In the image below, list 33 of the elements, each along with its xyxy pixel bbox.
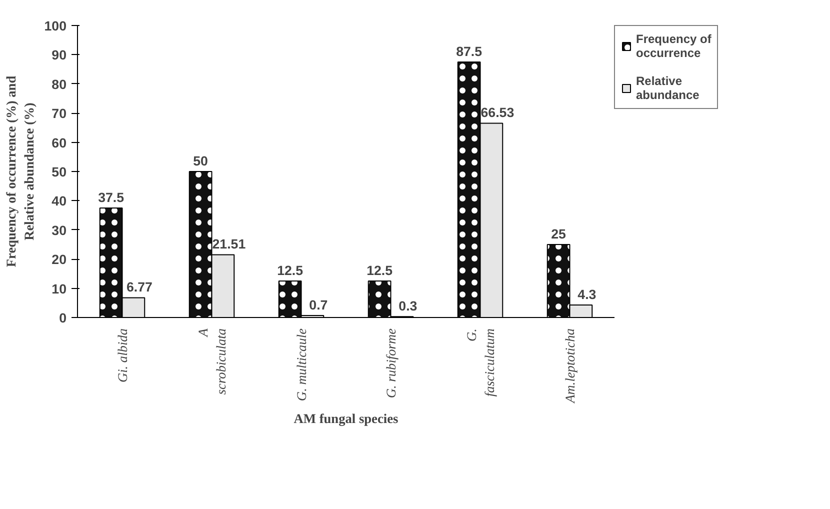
y-axis-title: Frequency of occurrence (%) and Relative abundance (%) (3, 75, 36, 268)
data-label: 0.3 (398, 298, 418, 314)
x-tick-label: G. fasciculatum (464, 328, 497, 397)
legend-label: Frequency of occurrence (636, 32, 712, 60)
legend-label: Relative abundance (636, 74, 700, 102)
data-label: 0.7 (309, 297, 328, 312)
data-label: 12.5 (366, 263, 394, 278)
y-tick-label: 0 (59, 310, 67, 326)
data-label: 50 (193, 154, 208, 168)
x-tick-label: G. multicaule (294, 328, 309, 402)
data-label: 6.77 (126, 280, 152, 295)
y-tick-label: 100 (44, 18, 67, 34)
x-tick-label: G. rubiforme (383, 328, 398, 398)
y-tick-label: 40 (52, 194, 67, 209)
data-label: 25 (551, 226, 567, 242)
y-tick-label: 60 (52, 135, 67, 150)
x-axis-title: AM fungal species (294, 410, 398, 426)
y-tick-label: 30 (52, 222, 67, 238)
y-tick-label: 10 (52, 281, 67, 296)
x-tick-label: Gi. albida (114, 328, 130, 383)
x-tick-label: Am.leptoticha (562, 328, 578, 404)
y-tick-label: 50 (52, 164, 67, 180)
data-label: 87.5 (456, 44, 483, 59)
y-tick-label: 20 (52, 252, 67, 268)
y-tick-label: 70 (52, 106, 67, 122)
x-tick-label: A scrobiculata (195, 328, 228, 395)
y-tick-label: 90 (52, 48, 67, 63)
data-label: 21.51 (212, 236, 246, 252)
data-label: 66.53 (480, 105, 514, 120)
y-tick-label: 80 (52, 76, 67, 92)
data-label: 37.5 (98, 190, 125, 205)
data-label: 4.3 (578, 286, 596, 302)
data-label: 12.5 (277, 263, 304, 278)
